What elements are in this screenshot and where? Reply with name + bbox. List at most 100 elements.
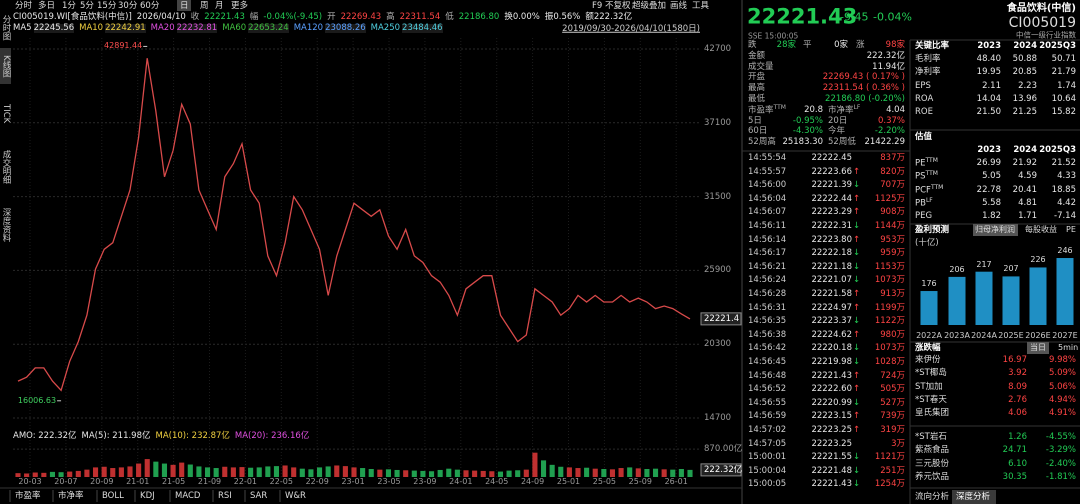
x-tick-label: 21-09 (197, 477, 222, 486)
side-tab[interactable]: TICK (1, 104, 11, 124)
tick-direction: ↓ (853, 275, 861, 286)
table-value: 4.81 (1018, 197, 1037, 208)
bar (975, 271, 993, 325)
tick-price: 22221.48 (811, 465, 852, 476)
mover-name[interactable]: 养元饮品 (915, 471, 950, 482)
mover-name[interactable]: *ST岩石 (915, 431, 947, 442)
bar (920, 291, 938, 325)
tick-volume: 251万 (880, 465, 905, 476)
label-text: 最高 (748, 82, 766, 93)
volume-bar (515, 470, 521, 477)
y-tick-label: 25900 (704, 265, 732, 276)
volume-bar (153, 461, 159, 477)
period-tab[interactable]: 15分 (97, 0, 117, 11)
tick-direction: ↓ (853, 397, 861, 408)
movers-tab[interactable]: 5min (1058, 343, 1079, 352)
info-item: 22186.80 (458, 12, 500, 22)
period-tab[interactable]: 30分 (118, 0, 138, 11)
side-tab[interactable]: 成交明细 (1, 150, 11, 184)
volume-bar (480, 470, 486, 477)
period-tab[interactable]: 1分 (62, 0, 76, 11)
indicator-tab[interactable]: KDJ (140, 490, 155, 501)
volume-bar (437, 469, 443, 477)
volume-bar (144, 459, 150, 477)
volume-bar (601, 469, 607, 477)
indicator-tab[interactable]: 市净率 (58, 490, 84, 501)
volume-bar (360, 468, 366, 477)
indicator-tab[interactable]: MACD (175, 490, 201, 501)
label-text: 跌 (748, 39, 757, 50)
tick-time: 14:56:28 (748, 288, 787, 299)
mover-name[interactable]: *ST椰岛 (915, 368, 947, 379)
tick-direction: ↓ (853, 465, 861, 476)
x-tick-label: 24-05 (485, 477, 509, 486)
mover-pct: -3.29% (1045, 445, 1076, 456)
tool-button[interactable]: 画线 (670, 0, 688, 11)
tick-price: 22223.29 (811, 207, 852, 218)
tool-button[interactable]: 工具 (692, 0, 710, 11)
low-label: 16006.63 (17, 395, 57, 405)
tick-time: 14:56:21 (748, 261, 787, 272)
volume-bar (170, 464, 176, 477)
period-tab[interactable]: 5分 (80, 0, 94, 11)
movers-tab[interactable]: 当日 (1030, 343, 1046, 352)
period-tab[interactable]: 更多 (231, 0, 249, 11)
bar (948, 276, 966, 325)
tick-direction: ↑ (853, 234, 861, 245)
label-text: 开盘 (748, 72, 766, 83)
label-text: PS (915, 171, 926, 182)
period-tab[interactable]: 多日 (38, 0, 56, 11)
tool-button[interactable]: 超级叠加 (632, 0, 667, 11)
tool-button[interactable]: 不复权 (605, 0, 631, 11)
label-text: 平 (803, 39, 812, 50)
mover-name[interactable]: ST加加 (915, 381, 943, 392)
ma-value: 22232.81 (176, 23, 218, 33)
tick-price: 22221.18 (811, 261, 852, 272)
tab-selected (952, 490, 996, 504)
tick-time: 14:56:04 (748, 193, 787, 204)
last-volume-tag (700, 463, 742, 477)
indicator-tab[interactable]: BOLL (102, 490, 124, 501)
mover-name[interactable]: 三元股份 (915, 458, 950, 469)
x-tick-label: 2026E (1025, 331, 1051, 340)
bottom-tab[interactable]: 深度分析 (956, 491, 991, 502)
volume-legend-item: MA(10): 232.87亿 (155, 431, 230, 441)
tick-price: 22223.66 (811, 166, 852, 177)
tool-button[interactable]: F9 (592, 0, 603, 11)
forecast-tab[interactable]: 归母净利润 (975, 225, 1015, 234)
indicator-tab[interactable]: W&R (285, 490, 306, 501)
indicator-tab[interactable]: 市盈率 (15, 490, 41, 501)
mover-name[interactable]: *ST春天 (915, 394, 947, 405)
x-tick-label: 21-05 (161, 477, 186, 486)
period-tab[interactable]: 日 (180, 0, 189, 11)
side-tab[interactable]: 分时图 (1, 15, 11, 41)
x-tick-label: 23-09 (413, 477, 437, 486)
period-tab[interactable]: 分时 (15, 0, 33, 11)
tick-volume: 1199万 (874, 302, 905, 313)
mover-name[interactable]: 来伊份 (915, 354, 941, 365)
period-tab[interactable]: 60分 (140, 0, 160, 11)
indicator-tab[interactable]: RSI (218, 490, 232, 501)
mover-price: 6.10 (1008, 458, 1027, 469)
volume-bar (248, 467, 254, 477)
period-tab[interactable]: 月 (215, 0, 224, 11)
date-range[interactable]: 2019/09/30-2026/04/10(1580日) (562, 23, 700, 34)
volume-bar (592, 468, 598, 477)
tick-volume: 820万 (880, 166, 905, 177)
label-text: 222.32亿 (866, 50, 905, 61)
indicator-tab[interactable]: SAR (250, 490, 268, 501)
section-title: 涨跌幅 (915, 342, 941, 353)
label-text: 60日 (748, 126, 768, 137)
forecast-tab[interactable]: 每股收益 (1025, 225, 1057, 234)
label-text: 25183.30 (782, 136, 823, 147)
bottom-tab[interactable]: 流向分析 (915, 491, 950, 502)
volume-bar (644, 469, 650, 477)
forecast-tab[interactable]: PE (1066, 225, 1076, 234)
side-tab[interactable]: K线图 (0, 48, 11, 84)
mover-name[interactable]: 紫燕食品 (915, 445, 950, 456)
mover-name[interactable]: 皇氏集团 (915, 407, 950, 418)
side-tab[interactable]: 深度资料 (1, 208, 11, 242)
period-tab[interactable]: 周 (200, 0, 209, 11)
